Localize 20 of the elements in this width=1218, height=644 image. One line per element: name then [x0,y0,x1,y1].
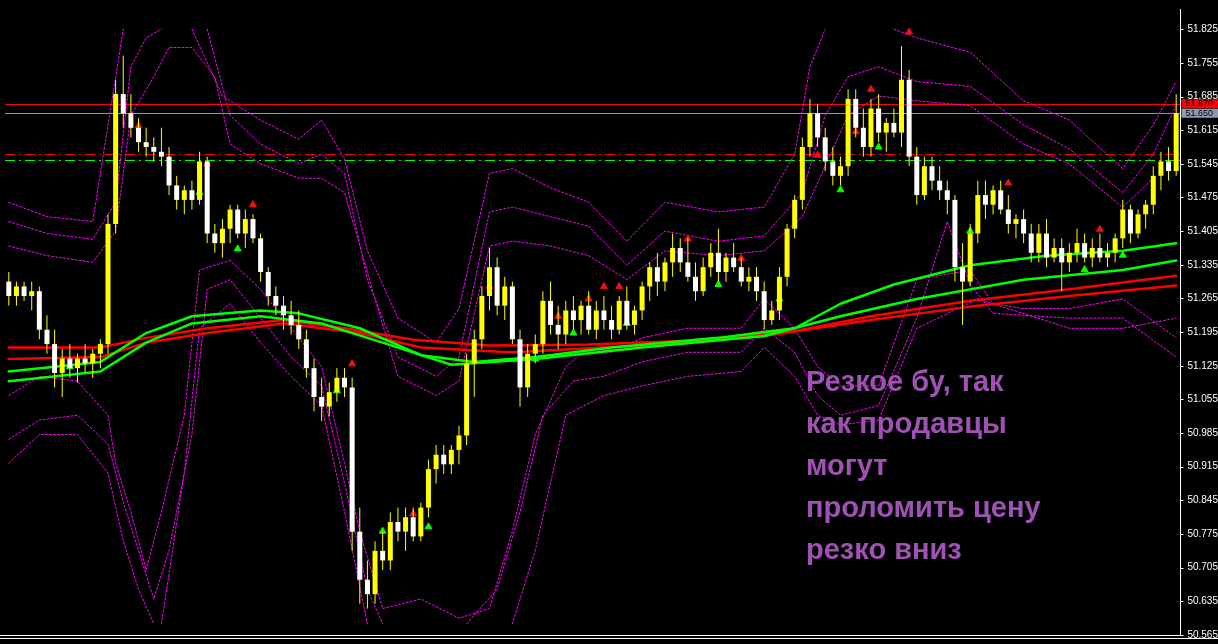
y-tick-label: 50.985 [1187,426,1218,438]
y-tick-label: 51.475 [1187,191,1218,203]
y-tick-label: 51.825 [1187,22,1218,34]
y-tick-label: 51.055 [1187,393,1218,405]
y-tick-label: 51.615 [1187,123,1218,135]
ref-line-label: 51.650 [1185,107,1214,118]
y-tick-label: 51.125 [1187,359,1218,371]
y-tick-label: 50.705 [1187,561,1218,573]
y-tick-label: 50.775 [1187,527,1218,539]
y-tick-label: 51.545 [1187,157,1218,169]
y-tick-label: 50.635 [1187,595,1218,607]
y-tick-label: 51.335 [1187,258,1218,270]
ref-line-label: 51.670 [1185,98,1214,109]
y-tick-label: 50.915 [1187,460,1218,472]
y-tick-label: 50.845 [1187,494,1218,506]
y-tick-label: 50.565 [1187,628,1218,640]
y-tick-label: 51.195 [1187,325,1218,337]
y-tick-label: 51.405 [1187,224,1218,236]
y-tick-label: 51.755 [1187,56,1218,68]
y-tick-label: 51.265 [1187,292,1218,304]
